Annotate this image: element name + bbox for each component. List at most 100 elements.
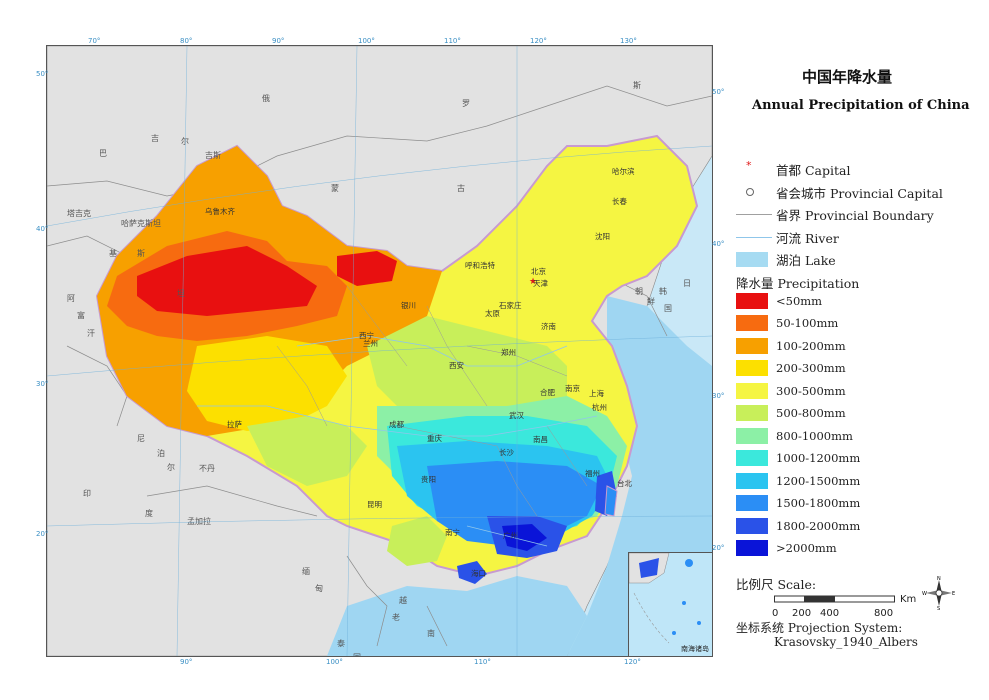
country-label: 斯 [137,248,145,258]
country-label: 蒙 [331,183,339,193]
star-icon: * [746,159,752,172]
legend-class-label: 1800-2000mm [776,518,861,533]
country-boundaries [47,85,712,647]
legend-provincial-capital: 省会城市 Provincial Capital [736,183,943,201]
city-label: 天津 [533,279,548,288]
city-label: 台北 [617,478,632,488]
graticule-label: 80° [180,37,193,45]
legend-provincial-boundary: 省界 Provincial Boundary [736,205,934,223]
precipitation-heading: 降水量 Precipitation [736,276,860,291]
scale-title: 比例尺 Scale: [736,577,817,592]
legend-lake-label: 湖泊 Lake [776,252,836,268]
line-icon [736,207,772,221]
legend-class-row: 50-100mm [736,315,838,332]
city-label: 海口 [471,568,486,578]
graticule-label: 40° [712,240,725,248]
compass-e: E [952,591,955,597]
graticule-label: 90° [272,37,285,45]
city-label: 太原 [485,308,500,318]
legend-class-row: >2000mm [736,540,837,557]
legend-class-label: 1200-1500mm [776,473,861,488]
legend-swatch [736,382,768,399]
legend-class-label: 100-200mm [776,338,846,353]
graticule-label: 50° [712,88,725,96]
legend-lake: 湖泊 Lake [736,250,836,268]
graticule-label: 40° [36,225,49,233]
country-label: 巴 [99,149,107,158]
graticule-label: 20° [36,530,49,538]
map-title-chinese: 中国年降水量 [802,68,893,86]
city-label: 上海 [589,388,604,398]
country-label: 汗 [87,329,95,338]
legend-swatch [736,292,768,309]
graticule-label: 100° [326,658,343,666]
legend-swatch [736,495,768,511]
country-label: 富 [77,310,85,320]
country-label: 坦 [177,289,185,298]
legend-class-row: 100-200mm [736,337,846,354]
legend-panel: 中国年降水量 Annual Precipitation of China * 首… [722,0,989,700]
country-label: 吉 [151,134,159,143]
country-label: 古 [457,183,465,193]
city-label: 北京 [531,266,546,276]
city-label: 长沙 [499,447,514,457]
city-label: 西宁 [359,330,374,340]
country-label: 甸 [315,583,323,593]
legend-provincial-boundary-label: 省界 Provincial Boundary [776,207,934,223]
legend-capital: * 首都 Capital [736,159,850,178]
city-label: 兰州 [363,338,378,348]
country-label: 尔 [167,462,175,472]
compass-icon: N S E W [922,576,955,610]
scale-tick-400: 400 [820,608,840,619]
legend-class-row: 200-300mm [736,360,846,377]
legend-class-row: 500-800mm [736,405,846,422]
city-label: 西安 [449,360,464,370]
city-label: 拉萨 [227,419,242,429]
legend-class-row: 800-1000mm [736,427,853,444]
legend-swatch [736,360,768,376]
map-title-english: Annual Precipitation of China [752,98,970,113]
inset-map [629,553,701,644]
country-label: 斯 [633,80,641,90]
country-label: 尼 [137,434,145,443]
scale-tick-800: 800 [874,608,894,619]
city-label: 杭州 [592,402,607,412]
graticule-label: 30° [712,392,725,400]
country-label: 吉斯 [205,150,221,160]
country-label: 日 [683,279,691,288]
city-label: 郑州 [501,347,516,357]
country-label: 泰 [337,638,345,648]
legend-class-label: <50mm [776,293,823,308]
country-label: 国 [353,653,361,656]
city-label: 昆明 [367,500,382,509]
city-label: 呼和浩特 [465,260,495,270]
lake-icon [736,252,772,267]
city-label: 成都 [389,419,404,429]
legend-class-row: 1500-1800mm [736,495,860,512]
country-label: 韩 [659,286,667,296]
legend-class-label: 50-100mm [776,316,839,330]
city-label: 石家庄 [499,300,522,310]
map-frame: ★ 北京 天津 哈尔滨 长春 沈阳 呼和浩特 石家庄 太原 济南 乌鲁木齐 银川 西宁 兰州 西安 郑州 南京… [46,45,713,657]
graticule-label: 50° [36,70,49,78]
city-label: 武汉 [509,410,524,420]
city-label: 福州 [585,469,600,478]
legend-swatch [736,405,768,421]
legend-swatch [736,450,768,466]
legend-swatch [736,427,768,444]
legend-class-label: 1500-1800mm [776,496,861,510]
scale-tick-200: 200 [792,608,812,619]
city-label: 南宁 [445,527,460,537]
graticule-label: 110° [474,658,491,666]
country-label: 鲜 [647,296,655,306]
scale-block: 比例尺 Scale: 0 200 400 800 Km [736,574,916,619]
country-label: 国 [664,304,672,313]
compass-w: W [922,591,927,597]
graticule [47,46,712,656]
country-label: 老 [392,612,400,622]
legend-class-row: <50mm [736,292,822,309]
legend-class-label: 300-500mm [776,383,846,398]
country-label: 基 [109,248,117,258]
country-label: 阿 [67,294,75,303]
